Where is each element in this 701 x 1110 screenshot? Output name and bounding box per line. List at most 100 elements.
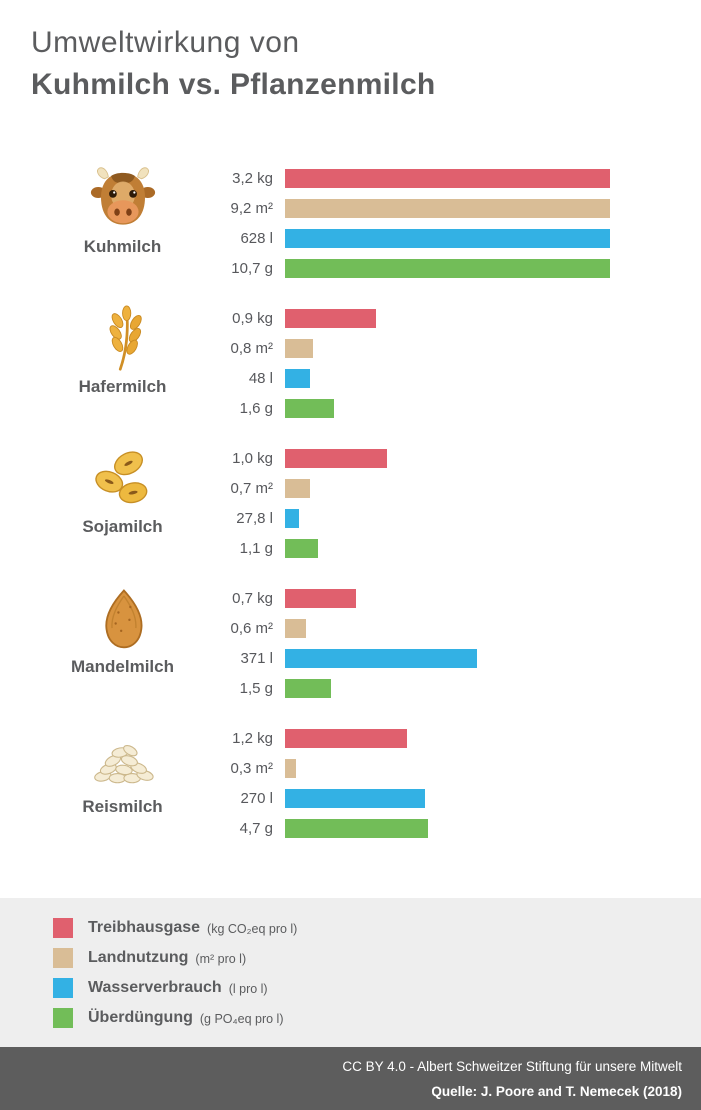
bar-value-label: 10,7 g bbox=[231, 259, 273, 277]
bar-line-water: 27,8 l bbox=[200, 503, 610, 533]
milk-name: Mandelmilch bbox=[71, 657, 174, 676]
bar-land bbox=[285, 758, 296, 778]
milk-row-sojamilch: Sojamilch 1,0 kg 0,7 m² 27,8 l 1,1 g bbox=[0, 443, 701, 583]
bar-value-label: 48 l bbox=[248, 369, 273, 387]
bar-land bbox=[285, 198, 610, 218]
footer: CC BY 4.0 - Albert Schweitzer Stiftung f… bbox=[0, 1047, 701, 1110]
footer-source: Quelle: J. Poore and T. Nemecek (2018) bbox=[431, 1084, 682, 1099]
page-title-line2: Kuhmilch vs. Pflanzenmilch bbox=[31, 68, 436, 101]
bar-value-label: 1,2 kg bbox=[232, 729, 273, 747]
bar-line-water: 628 l bbox=[200, 223, 610, 253]
bar-line-water: 371 l bbox=[200, 643, 610, 673]
bar-track bbox=[285, 538, 610, 558]
milk-name: Kuhmilch bbox=[83, 237, 162, 256]
milk-bars: 1,2 kg 0,3 m² 270 l 4,7 g bbox=[200, 723, 610, 843]
bar-line-fertilizer: 1,5 g bbox=[200, 673, 610, 703]
bar-value-label: 9,2 m² bbox=[230, 199, 273, 217]
legend-item-land: Landnutzung (m² pro l) bbox=[0, 943, 701, 973]
legend-swatch bbox=[53, 978, 73, 998]
bar-line-greenhouse: 3,2 kg bbox=[200, 163, 610, 193]
milk-bars: 0,7 kg 0,6 m² 371 l 1,5 g bbox=[200, 583, 610, 703]
bar-track bbox=[285, 678, 610, 698]
legend-swatch bbox=[53, 1008, 73, 1028]
legend-swatch bbox=[53, 948, 73, 968]
milk-name: Hafermilch bbox=[78, 377, 167, 396]
legend-label: Landnutzung bbox=[88, 949, 189, 966]
legend-label: Überdüngung bbox=[88, 1009, 193, 1026]
legend-unit: (g PO₄eq pro l) bbox=[199, 1012, 284, 1026]
bar-value-label: 0,6 m² bbox=[230, 619, 273, 637]
bar-fertilizer bbox=[285, 398, 334, 418]
milk-name: Sojamilch bbox=[82, 517, 163, 536]
oat-icon bbox=[90, 303, 156, 373]
bar-track bbox=[285, 198, 610, 218]
bar-track bbox=[285, 448, 610, 468]
milk-row-kuhmilch: Kuhmilch 3,2 kg 9,2 m² 628 l 10,7 g bbox=[0, 163, 701, 303]
bar-fertilizer bbox=[285, 538, 319, 558]
bar-track bbox=[285, 368, 610, 388]
bar-value-label: 0,9 kg bbox=[232, 309, 273, 327]
milk-bars: 1,0 kg 0,7 m² 27,8 l 1,1 g bbox=[200, 443, 610, 563]
bar-water bbox=[285, 648, 477, 668]
bar-fertilizer bbox=[285, 258, 610, 278]
bar-greenhouse bbox=[285, 168, 610, 188]
bar-value-label: 27,8 l bbox=[236, 509, 273, 527]
milk-header: Reismilch bbox=[45, 723, 200, 817]
legend-unit: (kg CO₂eq pro l) bbox=[207, 922, 298, 936]
bar-track bbox=[285, 398, 610, 418]
bar-value-label: 4,7 g bbox=[239, 819, 273, 837]
legend-label: Treibhausgase bbox=[88, 919, 201, 936]
milk-row-hafermilch: Hafermilch 0,9 kg 0,8 m² 48 l 1,6 g bbox=[0, 303, 701, 443]
page-header: Umweltwirkung von Kuhmilch vs. Pflanzenm… bbox=[31, 22, 436, 106]
bar-land bbox=[285, 618, 307, 638]
almond-icon bbox=[90, 583, 156, 653]
bar-track bbox=[285, 478, 610, 498]
bar-line-land: 0,8 m² bbox=[200, 333, 610, 363]
milk-chart: Kuhmilch 3,2 kg 9,2 m² 628 l 10,7 g Hafermi… bbox=[0, 163, 701, 863]
bar-fertilizer bbox=[285, 818, 428, 838]
bar-track bbox=[285, 258, 610, 278]
bar-value-label: 0,7 m² bbox=[230, 479, 273, 497]
bar-line-fertilizer: 1,6 g bbox=[200, 393, 610, 423]
legend: Treibhausgase (kg CO₂eq pro l) Landnutzu… bbox=[0, 898, 701, 1047]
bar-line-land: 0,3 m² bbox=[200, 753, 610, 783]
bar-land bbox=[285, 338, 314, 358]
bar-value-label: 270 l bbox=[240, 789, 273, 807]
bar-track bbox=[285, 308, 610, 328]
milk-name: Reismilch bbox=[82, 797, 163, 816]
bar-water bbox=[285, 508, 300, 528]
bar-water bbox=[285, 368, 310, 388]
page-title-line1: Umweltwirkung von bbox=[31, 26, 300, 59]
bar-line-fertilizer: 10,7 g bbox=[200, 253, 610, 283]
bar-track bbox=[285, 788, 610, 808]
milk-header: Kuhmilch bbox=[45, 163, 200, 257]
bar-track bbox=[285, 728, 610, 748]
bar-track bbox=[285, 648, 610, 668]
bar-track bbox=[285, 758, 610, 778]
bar-value-label: 1,0 kg bbox=[232, 449, 273, 467]
bar-line-greenhouse: 0,7 kg bbox=[200, 583, 610, 613]
bar-value-label: 1,1 g bbox=[239, 539, 273, 557]
footer-license: CC BY 4.0 - Albert Schweitzer Stiftung f… bbox=[342, 1059, 682, 1074]
bar-value-label: 1,6 g bbox=[239, 399, 273, 417]
bar-water bbox=[285, 228, 610, 248]
legend-item-greenhouse: Treibhausgase (kg CO₂eq pro l) bbox=[0, 913, 701, 943]
milk-header: Hafermilch bbox=[45, 303, 200, 397]
milk-row-reismilch: Reismilch 1,2 kg 0,3 m² 270 l 4,7 g bbox=[0, 723, 701, 863]
bar-track bbox=[285, 508, 610, 528]
legend-label: Wasserverbrauch bbox=[88, 979, 222, 996]
bar-value-label: 628 l bbox=[240, 229, 273, 247]
bar-water bbox=[285, 788, 425, 808]
legend-unit: (l pro l) bbox=[228, 982, 268, 996]
bar-line-land: 0,7 m² bbox=[200, 473, 610, 503]
bar-greenhouse bbox=[285, 728, 407, 748]
bar-line-water: 48 l bbox=[200, 363, 610, 393]
bar-value-label: 1,5 g bbox=[239, 679, 273, 697]
legend-unit: (m² pro l) bbox=[195, 952, 247, 966]
bar-line-fertilizer: 1,1 g bbox=[200, 533, 610, 563]
bar-greenhouse bbox=[285, 308, 377, 328]
bar-track bbox=[285, 168, 610, 188]
bar-value-label: 371 l bbox=[240, 649, 273, 667]
bar-track bbox=[285, 618, 610, 638]
milk-row-mandelmilch: Mandelmilch 0,7 kg 0,6 m² 371 l 1,5 g bbox=[0, 583, 701, 723]
